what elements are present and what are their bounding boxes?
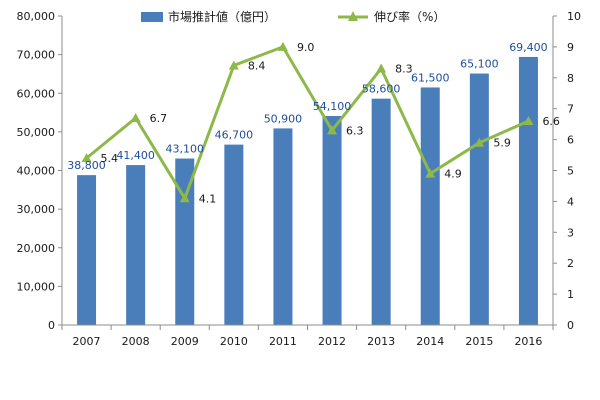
bar: [322, 116, 342, 325]
legend-bar-label: 市場推計値（億円）: [168, 9, 276, 24]
x-tick-label: 2010: [220, 335, 248, 348]
y-left-tick-label: 60,000: [17, 87, 56, 100]
bar: [371, 98, 391, 325]
x-tick-label: 2009: [171, 335, 199, 348]
line-point: [474, 137, 485, 147]
x-tick-label: 2008: [122, 335, 150, 348]
y-right-tick-label: 2: [567, 257, 574, 270]
bar-value-label: 41,400: [116, 149, 155, 162]
bar: [420, 87, 440, 325]
data-labels: 38,800 41,400 43,100 46,700 50,900 54,100 58,6…: [67, 41, 560, 205]
line-point: [425, 168, 436, 178]
y-right-tick-label: 4: [567, 195, 574, 208]
line-value-label: 4.9: [444, 168, 462, 181]
bar-value-label: 61,500: [411, 71, 450, 84]
y-right-tick-label: 0: [567, 319, 574, 332]
line-value-label: 5.9: [493, 137, 511, 150]
bar-series: [77, 56, 538, 326]
y-left-tick-label: 80,000: [17, 10, 56, 23]
y-left-tick-label: 30,000: [17, 203, 56, 216]
bar-value-label: 38,800: [67, 159, 106, 172]
bar: [518, 56, 538, 325]
x-tick-label: 2007: [73, 335, 101, 348]
y-left-tick-label: 50,000: [17, 126, 56, 139]
line-point: [376, 63, 387, 73]
x-tick-label: 2015: [465, 335, 493, 348]
bar: [273, 128, 293, 325]
y-left-tick-label: 10,000: [17, 280, 56, 293]
line-value-label: 8.4: [248, 59, 266, 72]
y-right-tick-label: 3: [567, 226, 574, 239]
x-tick-label: 2014: [416, 335, 444, 348]
bar: [224, 144, 244, 325]
legend-line-label: 伸び率（%）: [374, 9, 445, 24]
line-series: [81, 41, 534, 203]
line-value-label: 6.6: [542, 115, 560, 128]
growth-line: [85, 45, 530, 200]
y-axis-right: 0 1 2 3 4 5 6 7 8 9 10: [552, 10, 581, 332]
x-tick-label: 2011: [269, 335, 297, 348]
x-axis: 2007 2008 2009 2010 2011 2012 2013 2014 2015 2016: [61, 324, 554, 348]
legend-triangle-icon: [348, 11, 358, 21]
y-right-tick-label: 6: [567, 134, 574, 147]
line-value-label: 6.3: [346, 124, 364, 137]
y-right-tick-label: 5: [567, 165, 574, 178]
bar: [175, 158, 195, 325]
line-point: [228, 60, 239, 70]
bar-value-label: 43,100: [166, 143, 205, 156]
y-right-tick-label: 10: [567, 10, 581, 23]
line-value-label: 4.1: [199, 192, 217, 205]
line-point: [523, 116, 534, 126]
legend-bar-swatch: [141, 12, 163, 22]
bar: [126, 165, 146, 325]
y-left-tick-label: 70,000: [17, 49, 56, 62]
y-right-tick-label: 1: [567, 288, 574, 301]
x-tick-label: 2012: [318, 335, 346, 348]
y-axis-left: 0 10,000 20,000 30,000 40,000 50,000 60,000 70,…: [17, 10, 63, 332]
bar-value-label: 54,100: [313, 100, 352, 113]
y-left-tick-label: 0: [48, 319, 55, 332]
bar: [469, 73, 489, 326]
line-point: [130, 112, 141, 122]
y-right-tick-label: 9: [567, 41, 574, 54]
y-left-tick-label: 40,000: [17, 165, 56, 178]
bar-value-label: 46,700: [215, 129, 254, 142]
bar-value-label: 50,900: [264, 112, 303, 125]
line-point: [81, 153, 92, 163]
y-right-tick-label: 8: [567, 72, 574, 85]
line-value-label: 5.4: [101, 152, 119, 165]
bar-value-label: 69,400: [509, 41, 548, 54]
line-point: [277, 41, 288, 51]
bar-value-label: 58,600: [362, 83, 401, 96]
line-value-label: 8.3: [395, 63, 413, 76]
legend: 市場推計値（億円） 伸び率（%）: [141, 9, 445, 24]
line-value-label: 6.7: [150, 112, 168, 125]
y-right-tick-label: 7: [567, 103, 574, 116]
bar: [77, 175, 97, 325]
y-left-tick-label: 20,000: [17, 242, 56, 255]
line-value-label: 9.0: [297, 41, 315, 54]
bar-value-label: 65,100: [460, 58, 499, 71]
x-tick-label: 2016: [514, 335, 542, 348]
x-tick-label: 2013: [367, 335, 395, 348]
line-point: [327, 125, 338, 135]
line-point: [179, 193, 190, 203]
